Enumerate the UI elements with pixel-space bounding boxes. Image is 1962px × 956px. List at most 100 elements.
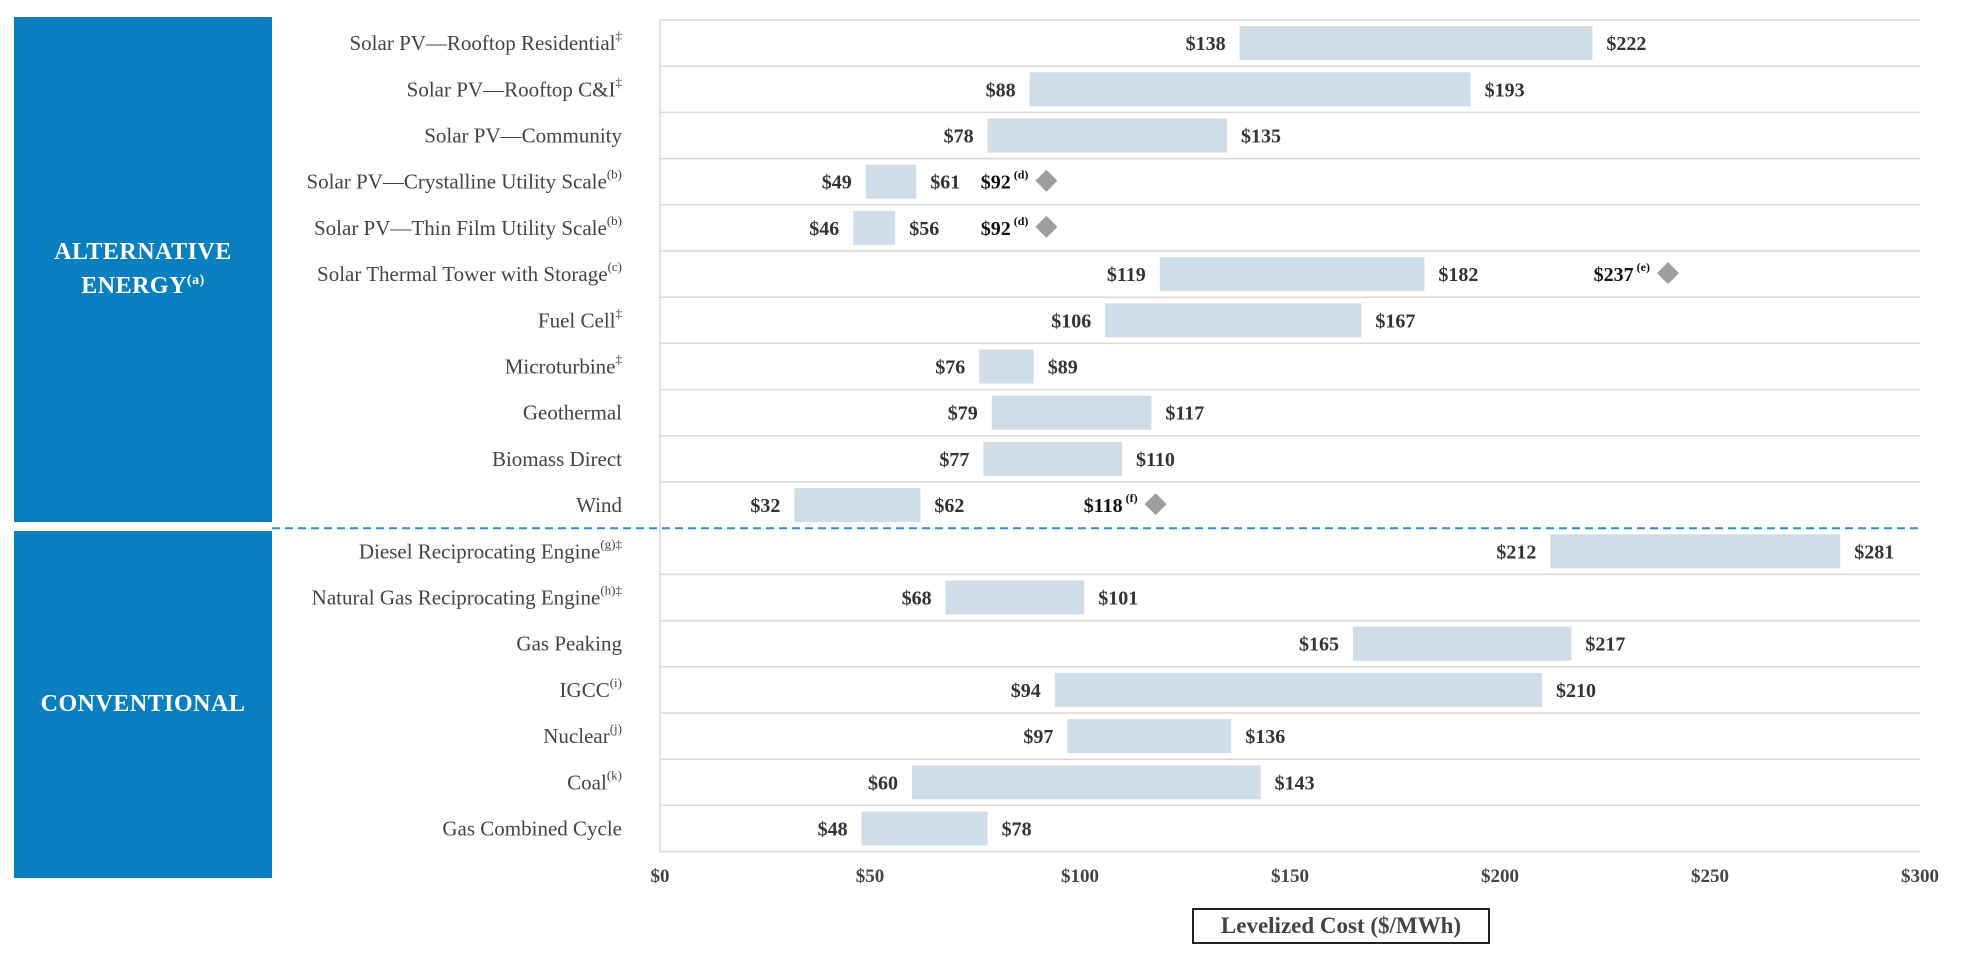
bar-low-label: $79 bbox=[948, 403, 978, 425]
bar-high-label: $193 bbox=[1485, 79, 1525, 101]
range-bar bbox=[979, 349, 1034, 384]
row-label: Natural Gas Reciprocating Engine(h)‡ bbox=[312, 583, 623, 610]
x-tick-label: $100 bbox=[1061, 866, 1099, 887]
marker-label: $237 (e) bbox=[1594, 260, 1650, 286]
row-label-note: (h)‡ bbox=[600, 583, 622, 598]
bar-high-label: $135 bbox=[1241, 126, 1281, 148]
row-label: Geothermal bbox=[523, 401, 622, 425]
marker-diamond bbox=[1144, 493, 1167, 516]
bar-low-label: $49 bbox=[822, 172, 852, 194]
row-label: Solar PV—Thin Film Utility Scale(b) bbox=[314, 213, 622, 240]
row-label-note: (i) bbox=[610, 675, 622, 690]
range-bar bbox=[1159, 257, 1425, 292]
row-label-note: ‡ bbox=[616, 305, 623, 320]
bar-high-label: $110 bbox=[1136, 449, 1175, 471]
section-alternative-note: (a) bbox=[186, 272, 205, 288]
bar-high-label: $281 bbox=[1854, 541, 1894, 563]
range-bar bbox=[1353, 626, 1572, 661]
range-bar bbox=[1105, 303, 1362, 338]
row-label-note: (g)‡ bbox=[600, 536, 622, 551]
range-bar bbox=[1550, 534, 1841, 569]
range-bar bbox=[945, 580, 1085, 615]
bar-low-label: $212 bbox=[1496, 541, 1536, 563]
marker-note: (d) bbox=[1014, 214, 1029, 228]
x-axis-label-text: Levelized Cost ($/MWh) bbox=[1220, 913, 1462, 938]
row-label-note: (b) bbox=[607, 167, 622, 182]
x-tick-label: $0 bbox=[651, 866, 670, 887]
section-conventional: CONVENTIONAL bbox=[14, 531, 272, 878]
bar-low-label: $97 bbox=[1023, 726, 1053, 748]
range-bar bbox=[853, 210, 896, 245]
bar-low-label: $165 bbox=[1299, 634, 1339, 656]
bar-low-label: $119 bbox=[1107, 264, 1146, 286]
range-bar bbox=[1067, 719, 1232, 754]
marker-note: (f) bbox=[1126, 491, 1138, 505]
bar-low-label: $76 bbox=[935, 357, 965, 379]
row-label-note: (b) bbox=[607, 213, 622, 228]
section-alternative-line2: ENERGY bbox=[81, 272, 187, 299]
row-label-note: (k) bbox=[607, 767, 622, 782]
row-label: Wind bbox=[576, 493, 622, 517]
bar-low-label: $48 bbox=[818, 819, 848, 841]
x-axis-label: Levelized Cost ($/MWh) bbox=[1192, 908, 1490, 944]
bar-low-label: $94 bbox=[1011, 680, 1041, 702]
section-alternative-energy: ALTERNATIVE ENERGY(a) bbox=[14, 17, 272, 522]
marker-note: (d) bbox=[1014, 168, 1029, 182]
bar-low-label: $88 bbox=[986, 79, 1016, 101]
range-bar bbox=[865, 164, 917, 199]
bar-high-label: $210 bbox=[1556, 680, 1596, 702]
bar-high-label: $182 bbox=[1438, 264, 1478, 286]
bar-high-label: $101 bbox=[1098, 588, 1138, 610]
bar-low-label: $106 bbox=[1051, 310, 1091, 332]
range-bar bbox=[991, 395, 1152, 430]
row-label: Gas Peaking bbox=[516, 632, 622, 656]
bar-high-label: $62 bbox=[934, 495, 964, 517]
row-label: Gas Combined Cycle bbox=[442, 817, 622, 841]
bar-high-label: $136 bbox=[1245, 726, 1285, 748]
row-label-note: ‡ bbox=[616, 28, 623, 43]
marker-label: $118 (f) bbox=[1084, 491, 1138, 517]
marker-diamond bbox=[1657, 262, 1679, 285]
x-tick-label: $300 bbox=[1901, 866, 1939, 887]
marker-label: $92 (d) bbox=[981, 214, 1029, 240]
row-label-note: (j) bbox=[610, 721, 622, 736]
range-bar bbox=[794, 488, 921, 523]
marker-label: $92 (d) bbox=[981, 168, 1029, 194]
range-bar bbox=[861, 811, 988, 846]
x-tick-label: $50 bbox=[856, 866, 885, 887]
bar-high-label: $217 bbox=[1585, 634, 1625, 656]
bar-high-label: $143 bbox=[1275, 772, 1315, 794]
row-label: Solar Thermal Tower with Storage(c) bbox=[317, 259, 622, 286]
bar-low-label: $46 bbox=[809, 218, 839, 240]
range-bar bbox=[1029, 72, 1471, 107]
range-bar bbox=[912, 765, 1261, 800]
bar-high-label: $61 bbox=[930, 172, 960, 194]
bar-high-label: $167 bbox=[1375, 310, 1415, 332]
x-tick-label: $200 bbox=[1481, 866, 1519, 887]
row-label: Fuel Cell‡ bbox=[538, 305, 623, 332]
row-label: Solar PV—Community bbox=[424, 124, 622, 148]
row-label-note: ‡ bbox=[616, 352, 623, 367]
bar-high-label: $117 bbox=[1165, 403, 1204, 425]
row-label: Solar PV—Crystalline Utility Scale(b) bbox=[306, 167, 622, 194]
row-label: Diesel Reciprocating Engine(g)‡ bbox=[359, 536, 623, 563]
marker-diamond bbox=[1035, 215, 1058, 238]
row-label-note: ‡ bbox=[616, 74, 623, 89]
row-label-note: (c) bbox=[608, 259, 622, 274]
row-label: Biomass Direct bbox=[492, 447, 622, 471]
bar-high-label: $78 bbox=[1002, 819, 1032, 841]
bar-high-label: $56 bbox=[909, 218, 939, 240]
bar-high-label: $222 bbox=[1606, 33, 1646, 55]
bar-low-label: $77 bbox=[939, 449, 969, 471]
row-label: Microturbine‡ bbox=[505, 352, 623, 379]
bar-low-label: $68 bbox=[902, 588, 932, 610]
range-bar bbox=[1054, 672, 1542, 707]
section-conventional-label: CONVENTIONAL bbox=[40, 690, 246, 717]
bar-low-label: $60 bbox=[868, 772, 898, 794]
range-bar bbox=[987, 118, 1227, 153]
bar-high-label: $89 bbox=[1048, 357, 1078, 379]
x-tick-label: $150 bbox=[1271, 866, 1309, 887]
row-label: Solar PV—Rooftop Residential‡ bbox=[350, 28, 623, 55]
row-label: IGCC(i) bbox=[560, 675, 622, 702]
